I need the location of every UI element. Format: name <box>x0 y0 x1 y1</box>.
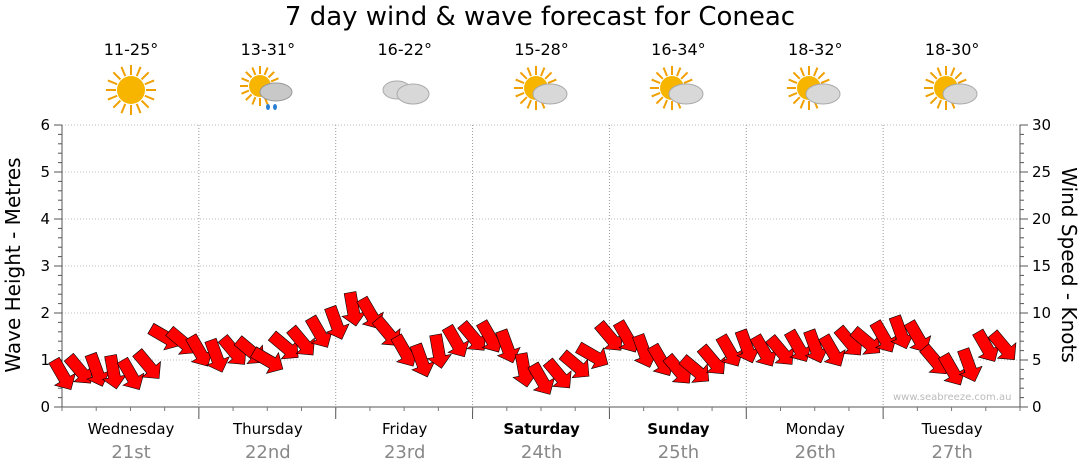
left-tick-label: 6 <box>40 116 50 134</box>
wind-arrow <box>678 354 710 383</box>
wind-arrow <box>594 319 623 351</box>
sun-cloud-icon <box>609 62 747 118</box>
sun-cloud-icon <box>746 62 884 118</box>
wind-arrow <box>558 349 590 379</box>
right-tick-label: 25 <box>1032 163 1051 181</box>
wind-arrow <box>101 354 127 390</box>
temperature-range: 15-28° <box>514 40 569 59</box>
wind-arrow <box>495 328 521 364</box>
wind-arrow <box>409 342 436 378</box>
cloud-icon <box>336 62 474 118</box>
right-tick-label: 30 <box>1032 116 1051 134</box>
day-forecast: 16-22° <box>336 40 474 118</box>
axes: 0 1 2 3 4 5 6 0 5 10 15 20 25 30 <box>40 116 1051 419</box>
watermark: www.seabreeze.com.au <box>893 392 1012 403</box>
wind-arrow <box>527 361 555 395</box>
day-date: 23rd <box>383 442 426 463</box>
wind-arrow <box>575 341 609 370</box>
left-tick-label: 0 <box>40 398 50 416</box>
wind-arrow <box>371 315 401 346</box>
wind-arrow <box>48 356 76 391</box>
wind-arrow <box>84 351 111 387</box>
day-forecast: 13-31° <box>199 40 337 118</box>
wind-arrow <box>803 328 829 364</box>
day-forecast: 18-30° <box>883 40 1021 118</box>
wind-arrow <box>765 334 794 365</box>
wind-arrow <box>715 333 744 367</box>
wind-arrow <box>849 325 881 355</box>
wind-arrow <box>749 333 778 367</box>
day-name: Thursday <box>232 420 303 438</box>
wind-arrows <box>48 291 1017 395</box>
sun-cloud-rain-icon <box>199 62 337 118</box>
right-tick-label: 10 <box>1032 304 1051 322</box>
day-date: 26th <box>794 442 836 463</box>
temperature-range: 18-30° <box>924 40 980 59</box>
wind-arrow <box>426 333 452 369</box>
sun-icon <box>62 62 200 118</box>
left-tick-label: 2 <box>40 304 50 322</box>
wind-arrow <box>457 319 486 351</box>
day-name: Saturday <box>503 420 580 438</box>
wind-arrow <box>63 352 93 384</box>
right-tick-label: 5 <box>1032 351 1042 369</box>
wind-arrow <box>696 343 726 375</box>
day-forecast: 16-34° <box>609 40 747 118</box>
left-tick-label: 5 <box>40 163 50 181</box>
wind-arrow <box>267 330 299 360</box>
temperature-range: 13-31° <box>240 40 296 59</box>
day-forecast: 15-28° <box>473 40 611 118</box>
temperature-range: 18-32° <box>788 40 843 59</box>
left-axis-title: Wave Height - Metres <box>1 157 25 372</box>
wind-arrow <box>937 352 966 386</box>
left-tick-label: 4 <box>40 210 50 228</box>
day-name: Tuesday <box>921 420 983 438</box>
day-date: 24th <box>520 442 563 463</box>
weather-forecast-row: 11-25° 13-31° 16-22° 15-28° 16-34° 18-32° 18-3… <box>0 40 1080 124</box>
right-tick-label: 20 <box>1032 210 1051 228</box>
wind-arrow <box>972 328 1000 362</box>
sun-cloud-icon <box>473 62 611 118</box>
day-date: 22nd <box>244 442 291 463</box>
left-tick-label: 3 <box>40 257 50 275</box>
wind-arrow <box>341 291 367 327</box>
day-forecast: 18-32° <box>746 40 884 118</box>
wind-arrow <box>441 323 470 358</box>
wind-arrow <box>116 356 145 391</box>
temperature-range: 11-25° <box>103 40 159 59</box>
wind-arrow <box>204 337 230 373</box>
wind-arrow <box>250 346 284 374</box>
right-tick-label: 15 <box>1032 257 1051 275</box>
wind-arrow <box>132 348 161 379</box>
wind-arrow <box>734 328 761 364</box>
wind-arrow <box>305 314 333 348</box>
wind-arrow <box>987 329 1017 361</box>
right-tick-label: 0 <box>1032 398 1042 416</box>
day-name: Friday <box>381 420 428 438</box>
day-name: Monday <box>785 420 845 438</box>
temperature-range: 16-22° <box>377 40 432 59</box>
temperature-range: 16-34° <box>651 40 706 59</box>
left-tick-label: 1 <box>40 351 50 369</box>
wind-arrow <box>957 347 983 383</box>
day-date: 27th <box>931 442 973 463</box>
wind-arrow <box>324 304 350 340</box>
sun-cloud-icon <box>883 62 1021 118</box>
wind-arrow <box>286 324 315 356</box>
wind-arrow <box>903 319 932 353</box>
wind-arrow <box>542 357 572 389</box>
right-axis-title: Wind Speed - Knots <box>1057 167 1080 363</box>
wind-arrow <box>818 333 846 367</box>
wind-arrow <box>784 328 812 362</box>
day-name: Wednesday <box>87 420 175 438</box>
day-date: 21st <box>111 442 151 463</box>
wind-arrow <box>869 319 898 353</box>
day-forecast: 11-25° <box>62 40 200 118</box>
day-name: Sunday <box>647 420 710 438</box>
day-date: 25th <box>657 442 700 463</box>
wind-arrow <box>185 333 213 367</box>
chart-title: 7 day wind & wave forecast for Coneac <box>284 2 796 32</box>
wind-arrow <box>888 314 915 350</box>
